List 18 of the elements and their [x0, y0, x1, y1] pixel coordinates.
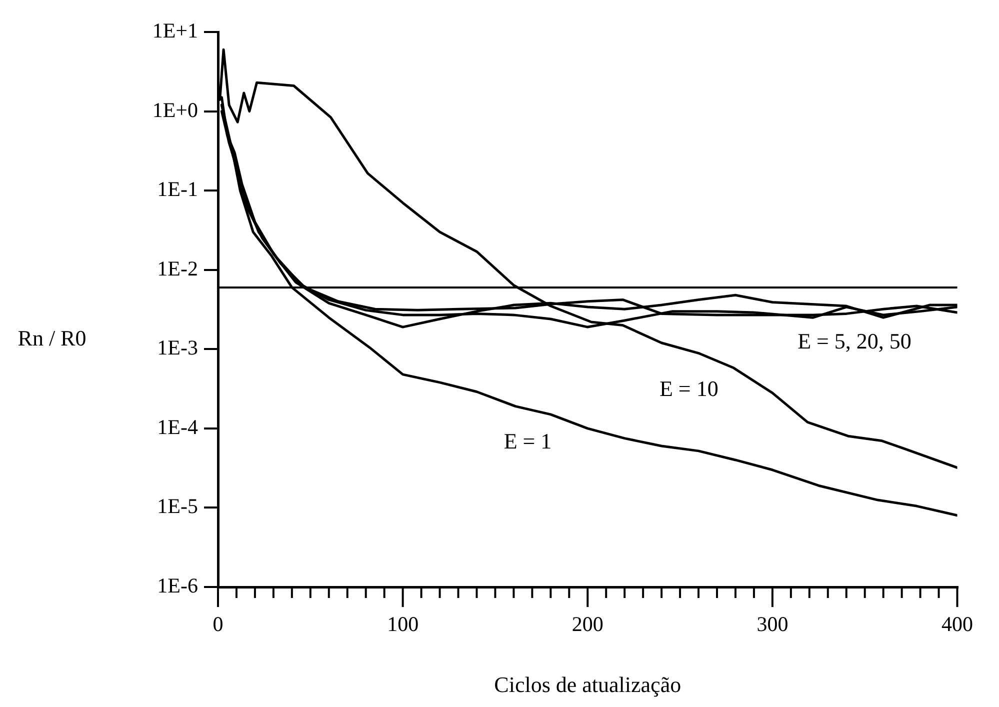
y-tick-label: 1E+1	[152, 18, 198, 43]
annotation: E = 10	[659, 376, 718, 401]
y-tick-label: 1E-6	[157, 574, 198, 598]
x-axis-title: Ciclos de atualização	[494, 672, 682, 697]
x-tick-label: 200	[572, 612, 604, 636]
x-tick-label: 300	[756, 612, 788, 636]
y-tick-label: 1E+0	[152, 98, 198, 122]
y-tick-label: 1E-1	[157, 177, 198, 202]
annotation: E = 1	[504, 428, 552, 454]
annotation: E = 5, 20, 50	[798, 328, 912, 354]
y-tick-label: 1E-2	[157, 256, 198, 280]
x-tick-label: 400	[942, 612, 973, 636]
x-tick-label: 100	[387, 612, 419, 636]
x-tick-label: 0	[212, 612, 224, 636]
y-tick-label: 1E-5	[157, 494, 198, 518]
y-tick-label: 1E-3	[157, 336, 198, 360]
y-axis-title: Rn / R0	[18, 325, 86, 350]
y-tick-label: 1E-4	[157, 414, 198, 439]
